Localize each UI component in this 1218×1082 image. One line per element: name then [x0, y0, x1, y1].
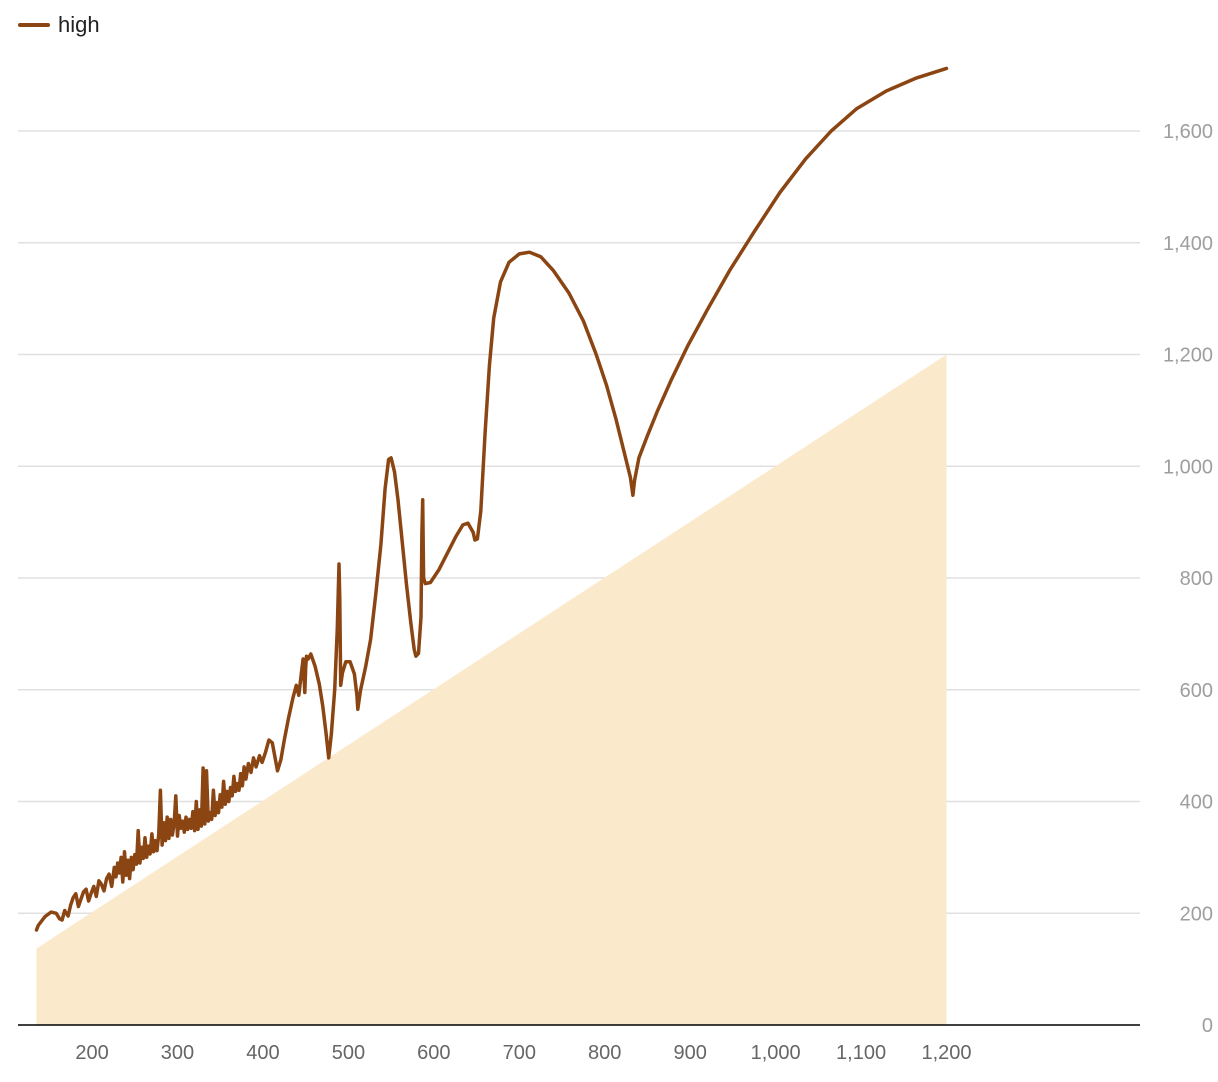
- x-tick-label: 1,200: [922, 1042, 972, 1064]
- y-tick-label: 400: [1180, 792, 1213, 814]
- x-tick-label: 900: [674, 1042, 707, 1064]
- x-tick-label: 500: [332, 1042, 365, 1064]
- y-tick-label: 800: [1180, 568, 1213, 590]
- x-tick-label: 800: [588, 1042, 621, 1064]
- x-tick-label: 600: [417, 1042, 450, 1064]
- legend-swatch-high: [18, 23, 50, 27]
- legend-label-high: high: [58, 12, 100, 37]
- y-tick-label: 1,000: [1163, 456, 1213, 478]
- x-axis-ticks: 200 300 400 500 600 700 800 900 1,000 1,100 1,200: [75, 1042, 971, 1064]
- series-line-high: [34, 66, 949, 932]
- y-tick-label: 1,600: [1163, 121, 1213, 143]
- x-tick-label: 400: [246, 1042, 279, 1064]
- area-shape: [36, 354, 947, 1025]
- x-tick-label: 200: [75, 1042, 108, 1064]
- legend: high: [18, 12, 100, 38]
- x-tick-label: 300: [161, 1042, 194, 1064]
- x-tick-label: 700: [503, 1042, 536, 1064]
- y-tick-label: 600: [1180, 680, 1213, 702]
- y-tick-label: 200: [1180, 903, 1213, 925]
- y-tick-label: 1,400: [1163, 233, 1213, 255]
- y-tick-label: 1,200: [1163, 345, 1213, 367]
- x-tick-label: 1,100: [836, 1042, 886, 1064]
- y-tick-label: 0: [1202, 1015, 1213, 1037]
- y-axis-ticks: 0 200 400 600 800 1,000 1,200 1,400 1,600: [1163, 121, 1213, 1037]
- x-tick-label: 1,000: [751, 1042, 801, 1064]
